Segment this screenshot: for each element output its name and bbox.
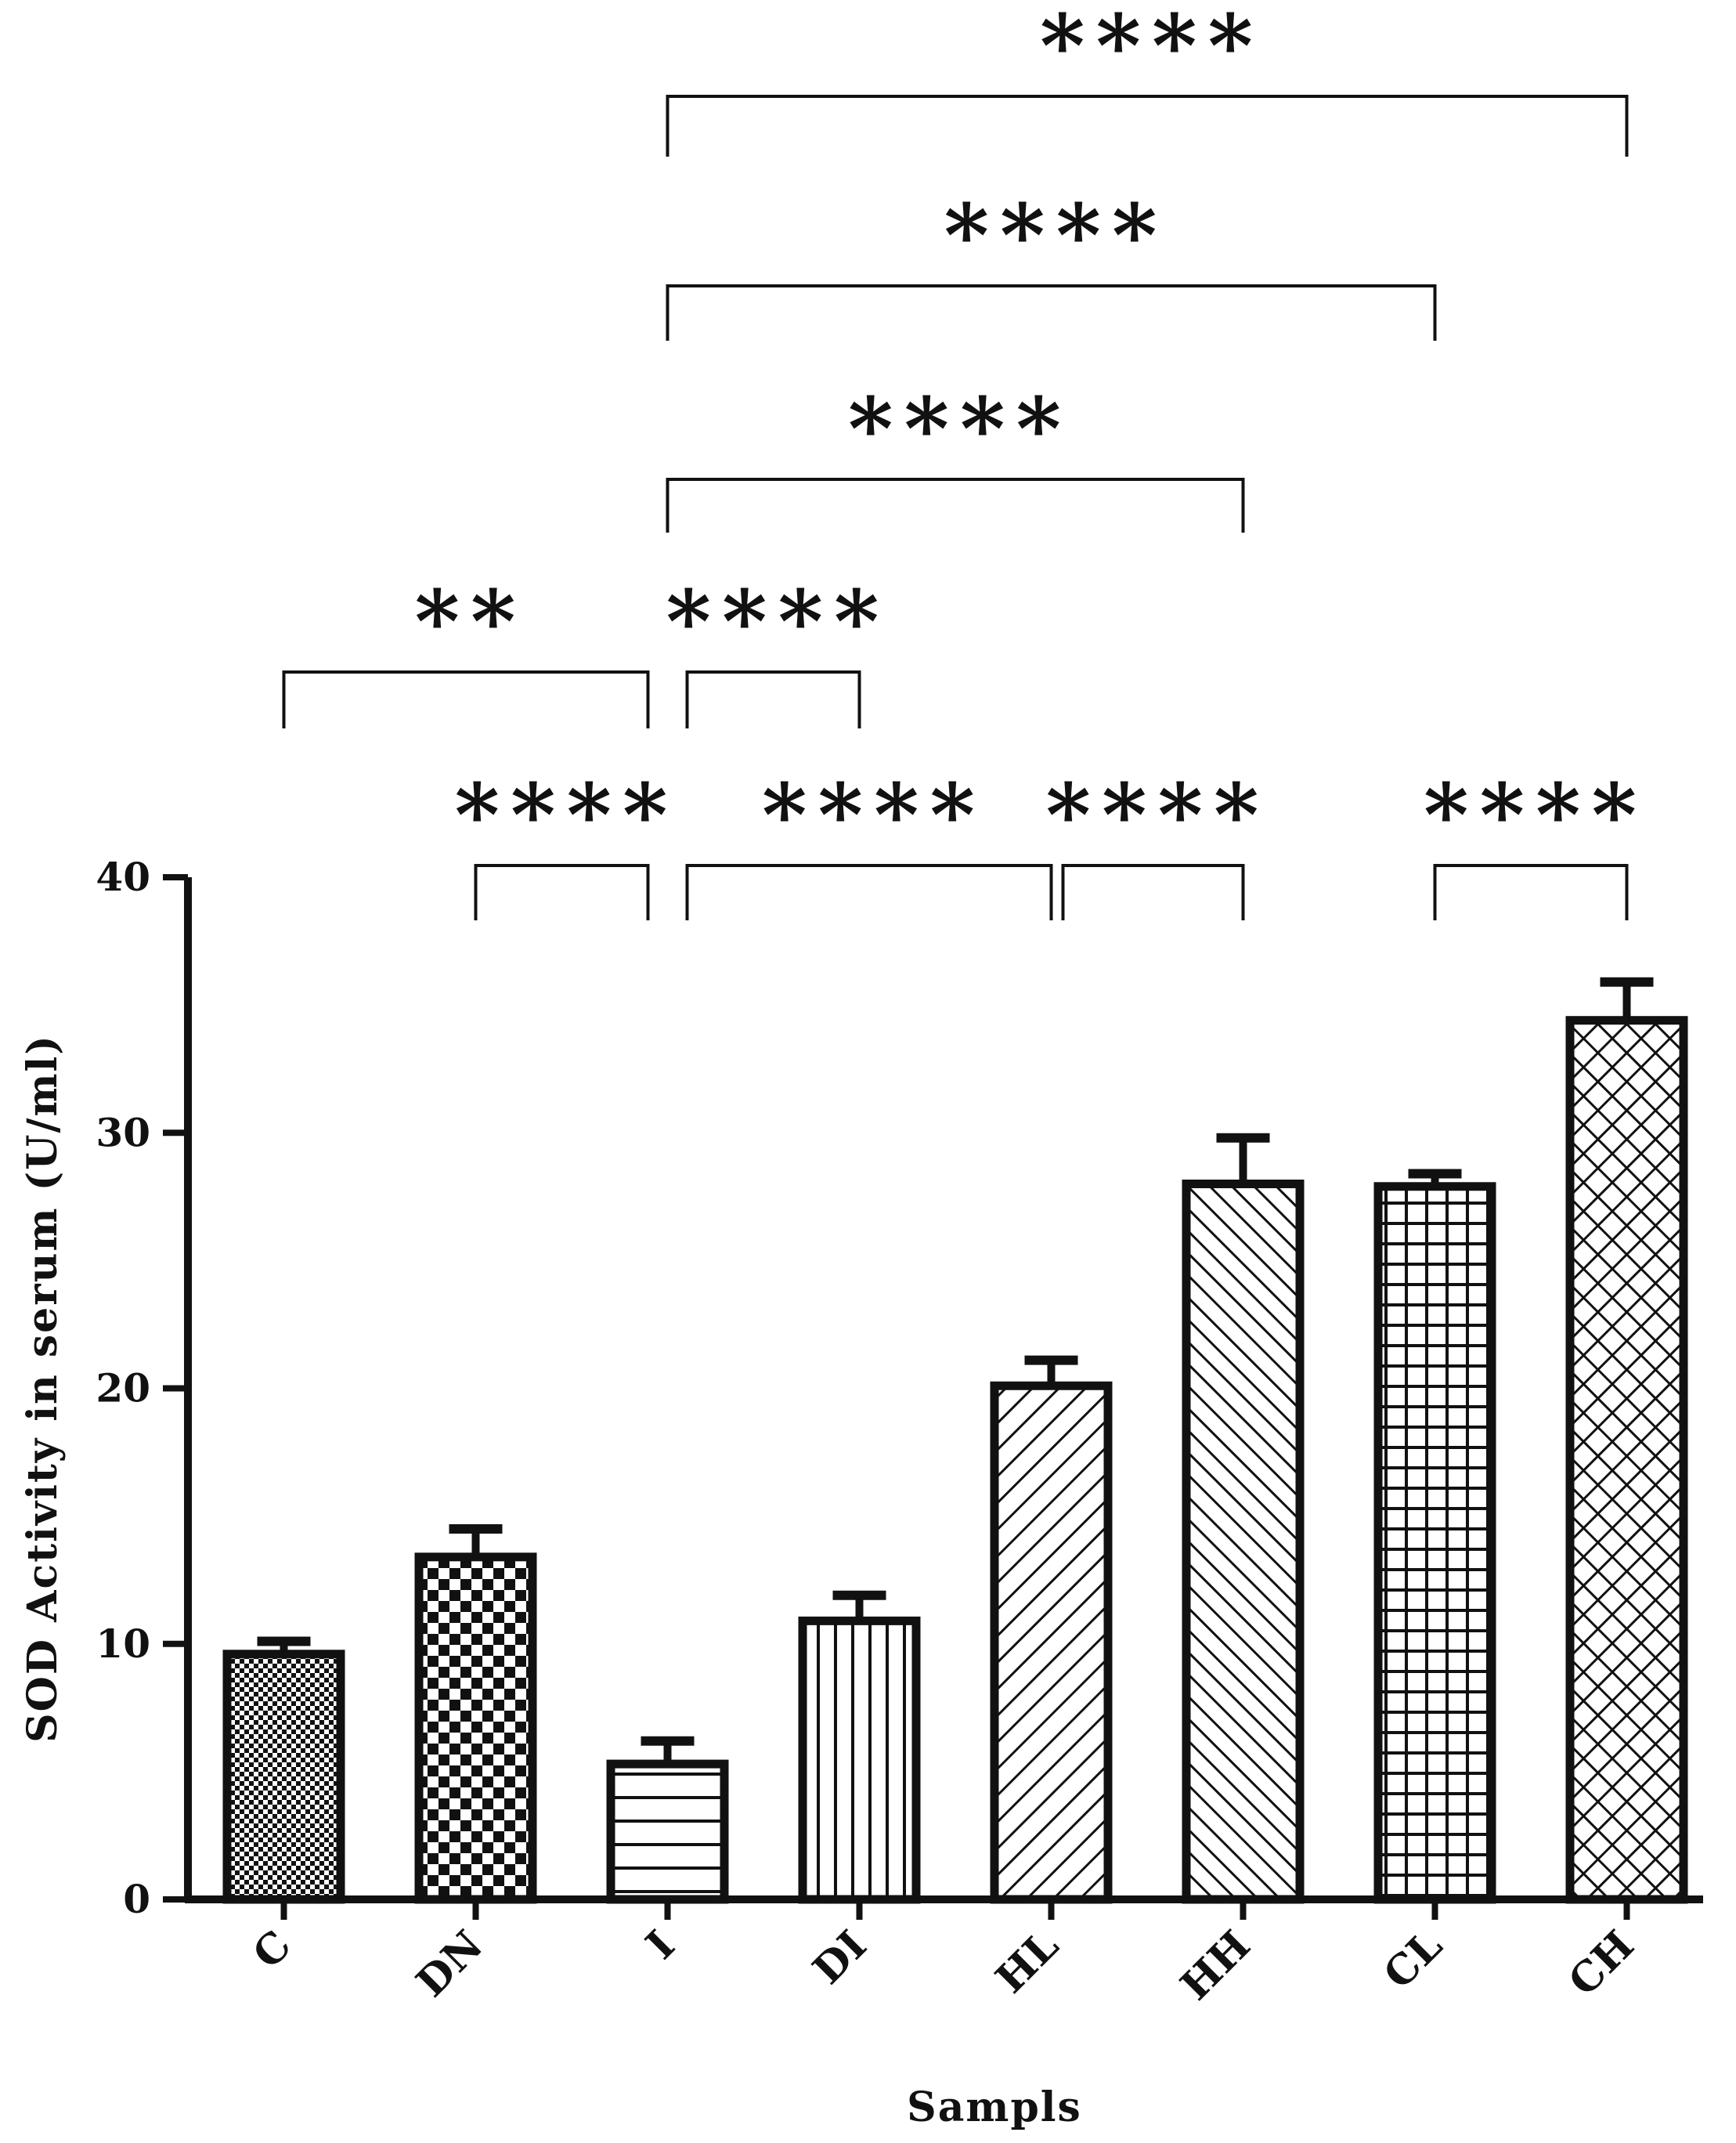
sig-bracket-i-ch: **** <box>666 0 1629 157</box>
x-tick-label-c: C <box>244 1921 300 1978</box>
x-tick-label-cl: CL <box>1374 1921 1451 1998</box>
sig-bracket-c-i: ** <box>282 571 650 728</box>
bar-cl <box>1373 1182 1496 1904</box>
y-tick-label-40: 40 <box>96 854 150 900</box>
bar-di <box>798 1616 921 1904</box>
sig-label: ** <box>414 571 526 672</box>
bar-i <box>606 1759 729 1904</box>
x-tick-label-dn: DN <box>407 1921 493 2007</box>
x-tick-label-di: DI <box>803 1921 875 1993</box>
y-tick-label-10: 10 <box>96 1621 150 1667</box>
sig-label: **** <box>666 571 890 672</box>
bar-hh <box>1182 1180 1305 1904</box>
sig-label: **** <box>1045 764 1269 866</box>
sig-bracket-i-hl: **** <box>685 764 1053 920</box>
sig-bracket-i-cl: **** <box>666 185 1437 341</box>
sig-label: **** <box>454 764 678 866</box>
y-tick-label-0: 0 <box>123 1876 150 1922</box>
sig-label: **** <box>1424 764 1648 866</box>
sig-label: **** <box>848 378 1072 479</box>
bar-c <box>222 1650 345 1904</box>
sig-label: **** <box>1040 0 1264 96</box>
sig-label: **** <box>762 764 986 866</box>
bar-dn <box>414 1552 537 1904</box>
x-tick-label-hh: HH <box>1171 1921 1260 2010</box>
x-tick-label-hl: HL <box>987 1921 1068 2003</box>
y-axis-title: SOD Activity in serum (U/ml) <box>19 1034 67 1743</box>
sig-bracket-dn-i: **** <box>454 764 678 920</box>
sig-bracket-hl-hh: **** <box>1045 764 1269 920</box>
x-tick-label-ch: CH <box>1560 1921 1644 2005</box>
x-axis-title: Sampls <box>907 2083 1082 2131</box>
sig-bracket-i-hh: **** <box>666 378 1245 533</box>
sig-bracket-i-di: **** <box>666 571 890 728</box>
x-tick-label-i: I <box>637 1921 684 1968</box>
sig-bracket-cl-ch: **** <box>1424 764 1648 920</box>
significance-brackets: **** **** **** ****** **************** <box>282 0 1648 920</box>
bars <box>222 977 1688 1904</box>
bar-hl <box>990 1381 1113 1904</box>
y-tick-label-30: 30 <box>96 1109 150 1155</box>
sig-label: **** <box>944 185 1168 286</box>
bar-ch <box>1565 1016 1688 1904</box>
y-tick-label-20: 20 <box>96 1365 150 1411</box>
